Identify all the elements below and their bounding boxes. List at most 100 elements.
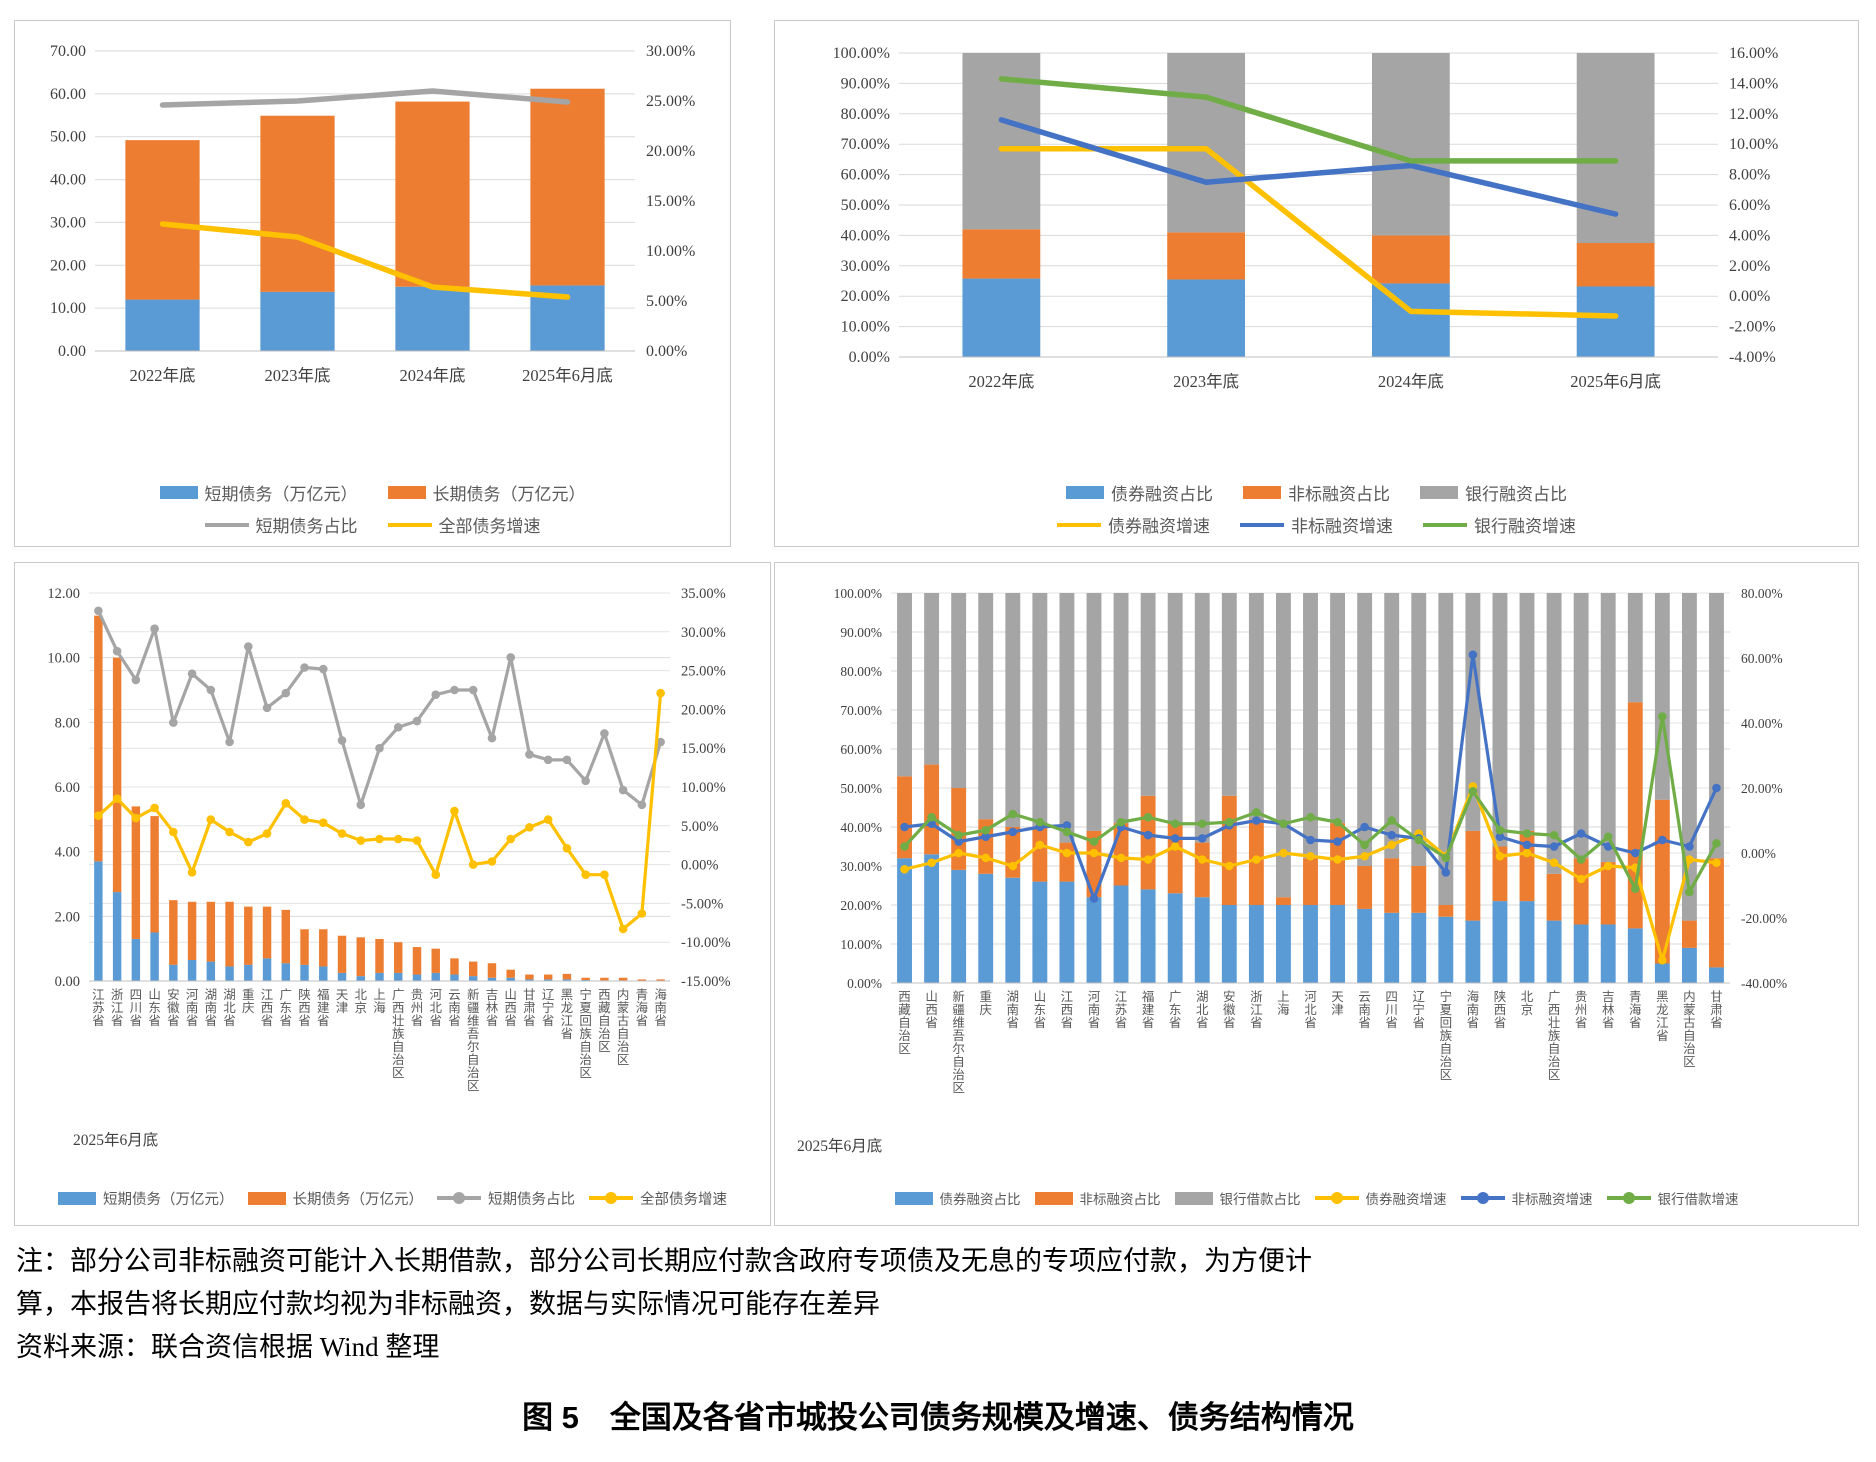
left-axis-tick-label: 40.00% — [841, 227, 890, 244]
bar-segment — [1113, 885, 1129, 983]
category-label: 2025年6月底 — [522, 366, 613, 385]
category-label: 福建省 — [1142, 989, 1155, 1030]
left-axis-tick-label: 12.00 — [47, 586, 80, 602]
line-marker — [450, 685, 459, 695]
legend-bar-swatch-icon — [159, 486, 198, 499]
line-marker — [131, 675, 141, 685]
line-marker — [337, 736, 347, 745]
line-marker — [1522, 829, 1532, 838]
line-marker — [1603, 861, 1613, 871]
bar-segment — [1600, 862, 1616, 925]
category-label: 河南省 — [1088, 990, 1101, 1030]
bar-segment — [1600, 593, 1616, 863]
line-marker — [581, 776, 590, 786]
legend-line-swatch-icon — [589, 1191, 633, 1205]
line-marker — [1658, 835, 1667, 845]
line-marker — [1630, 848, 1640, 858]
right-axis-tick-label: 30.00% — [681, 625, 726, 641]
bar-segment — [978, 593, 994, 820]
line-marker — [1252, 816, 1261, 825]
bar-segment — [1086, 830, 1102, 898]
category-label: 2024年底 — [400, 366, 466, 385]
left-axis-tick-label: 50.00 — [50, 129, 86, 146]
bar-segment — [1330, 823, 1346, 905]
bar-segment — [1709, 967, 1724, 983]
legend-item: 银行借款增速 — [1606, 1188, 1739, 1208]
right-axis-tick-label: 16.00% — [1729, 45, 1778, 62]
line-marker — [206, 815, 216, 824]
bar-segment — [395, 286, 470, 351]
bar-segment — [1465, 920, 1481, 983]
bar-segment — [1221, 795, 1237, 905]
bar-segment — [300, 964, 309, 981]
bar-segment — [1357, 593, 1373, 866]
line-marker — [1441, 853, 1451, 863]
line-marker — [543, 755, 553, 765]
line-marker — [1333, 817, 1342, 827]
line-marker — [1225, 861, 1234, 871]
right-axis-tick-label: 20.00% — [681, 702, 726, 718]
category-label: 广东省 — [280, 988, 293, 1028]
bar-segment — [356, 937, 365, 977]
bar-segment — [1681, 593, 1697, 921]
line-marker — [1306, 812, 1315, 822]
bar-segment — [1627, 702, 1643, 929]
bar-segment — [300, 929, 309, 965]
bar-segment — [1709, 858, 1724, 968]
category-label: 辽宁省 — [542, 988, 555, 1028]
line-marker — [169, 718, 178, 727]
bar-segment — [225, 901, 234, 967]
legend-label: 债券融资占比 — [939, 1192, 1021, 1207]
left-axis-tick-label: 10.00% — [841, 319, 890, 336]
line-marker — [1197, 819, 1207, 829]
category-label: 河南省 — [186, 988, 199, 1028]
category-label: 2025年6月底 — [1570, 372, 1661, 391]
bar-segment — [187, 959, 197, 981]
line-marker — [981, 832, 991, 842]
line-marker — [656, 688, 665, 698]
category-label: 湖北省 — [1196, 989, 1209, 1030]
line-marker — [1387, 830, 1396, 840]
bar-segment — [94, 615, 103, 862]
line-marker — [1062, 827, 1072, 837]
chart-panel-national-funding-structure: 0.00% 10.00% 20.00% 30.00% 40.00% 50.00% 60.00… — [774, 20, 1859, 547]
line-marker — [1008, 809, 1018, 819]
bar-segment — [125, 299, 200, 351]
right-axis-tick-label: 15.00% — [681, 741, 726, 757]
line-marker — [94, 811, 103, 821]
bar-segment — [1384, 912, 1400, 983]
left-axis-tick-label: 100.00% — [833, 45, 890, 62]
line-marker — [337, 829, 347, 838]
bar-segment — [1438, 593, 1454, 905]
legend-item: 短期债务占比 — [204, 512, 358, 537]
bar-segment — [260, 115, 335, 292]
bar-segment — [1032, 593, 1048, 827]
legend-marker-icon — [605, 1192, 617, 1204]
line-marker — [927, 812, 936, 822]
bar-segment — [125, 140, 200, 300]
left-axis-tick-label: 40.00% — [840, 820, 882, 835]
legend-bar-swatch-icon — [894, 1191, 933, 1205]
bar-segment — [225, 966, 234, 981]
line-marker — [375, 834, 384, 844]
line-marker — [262, 829, 272, 838]
category-label: 河北省 — [429, 988, 442, 1028]
category-label: 2024年底 — [1378, 372, 1444, 391]
line-marker — [900, 822, 909, 832]
national-debt-scale-chart: 0.00 10.00 20.00 30.00 40.00 50.00 60.00 70.00 0… — [50, 43, 695, 385]
bar-segment — [1167, 823, 1183, 894]
bar-segment — [1248, 905, 1264, 983]
legend-label: 短期债务占比 — [488, 1191, 575, 1208]
line-marker — [487, 733, 497, 743]
legend-national-debt-scale: 短期债务（万亿元） 长期债务（万亿元） 短期债务占比 全部债务增速 — [15, 471, 730, 546]
line-marker — [1658, 712, 1667, 721]
category-label: 云南省 — [448, 988, 461, 1028]
bar-segment — [1032, 881, 1048, 983]
legend-item: 短期债务占比 — [437, 1188, 575, 1209]
right-axis-tick-label: 14.00% — [1729, 75, 1778, 92]
line-marker — [1116, 853, 1126, 863]
bar-segment — [450, 974, 459, 981]
bar-segment — [1059, 881, 1075, 983]
right-axis-tick-label: 5.00% — [646, 293, 687, 310]
category-label: 湖南省 — [1007, 989, 1020, 1030]
